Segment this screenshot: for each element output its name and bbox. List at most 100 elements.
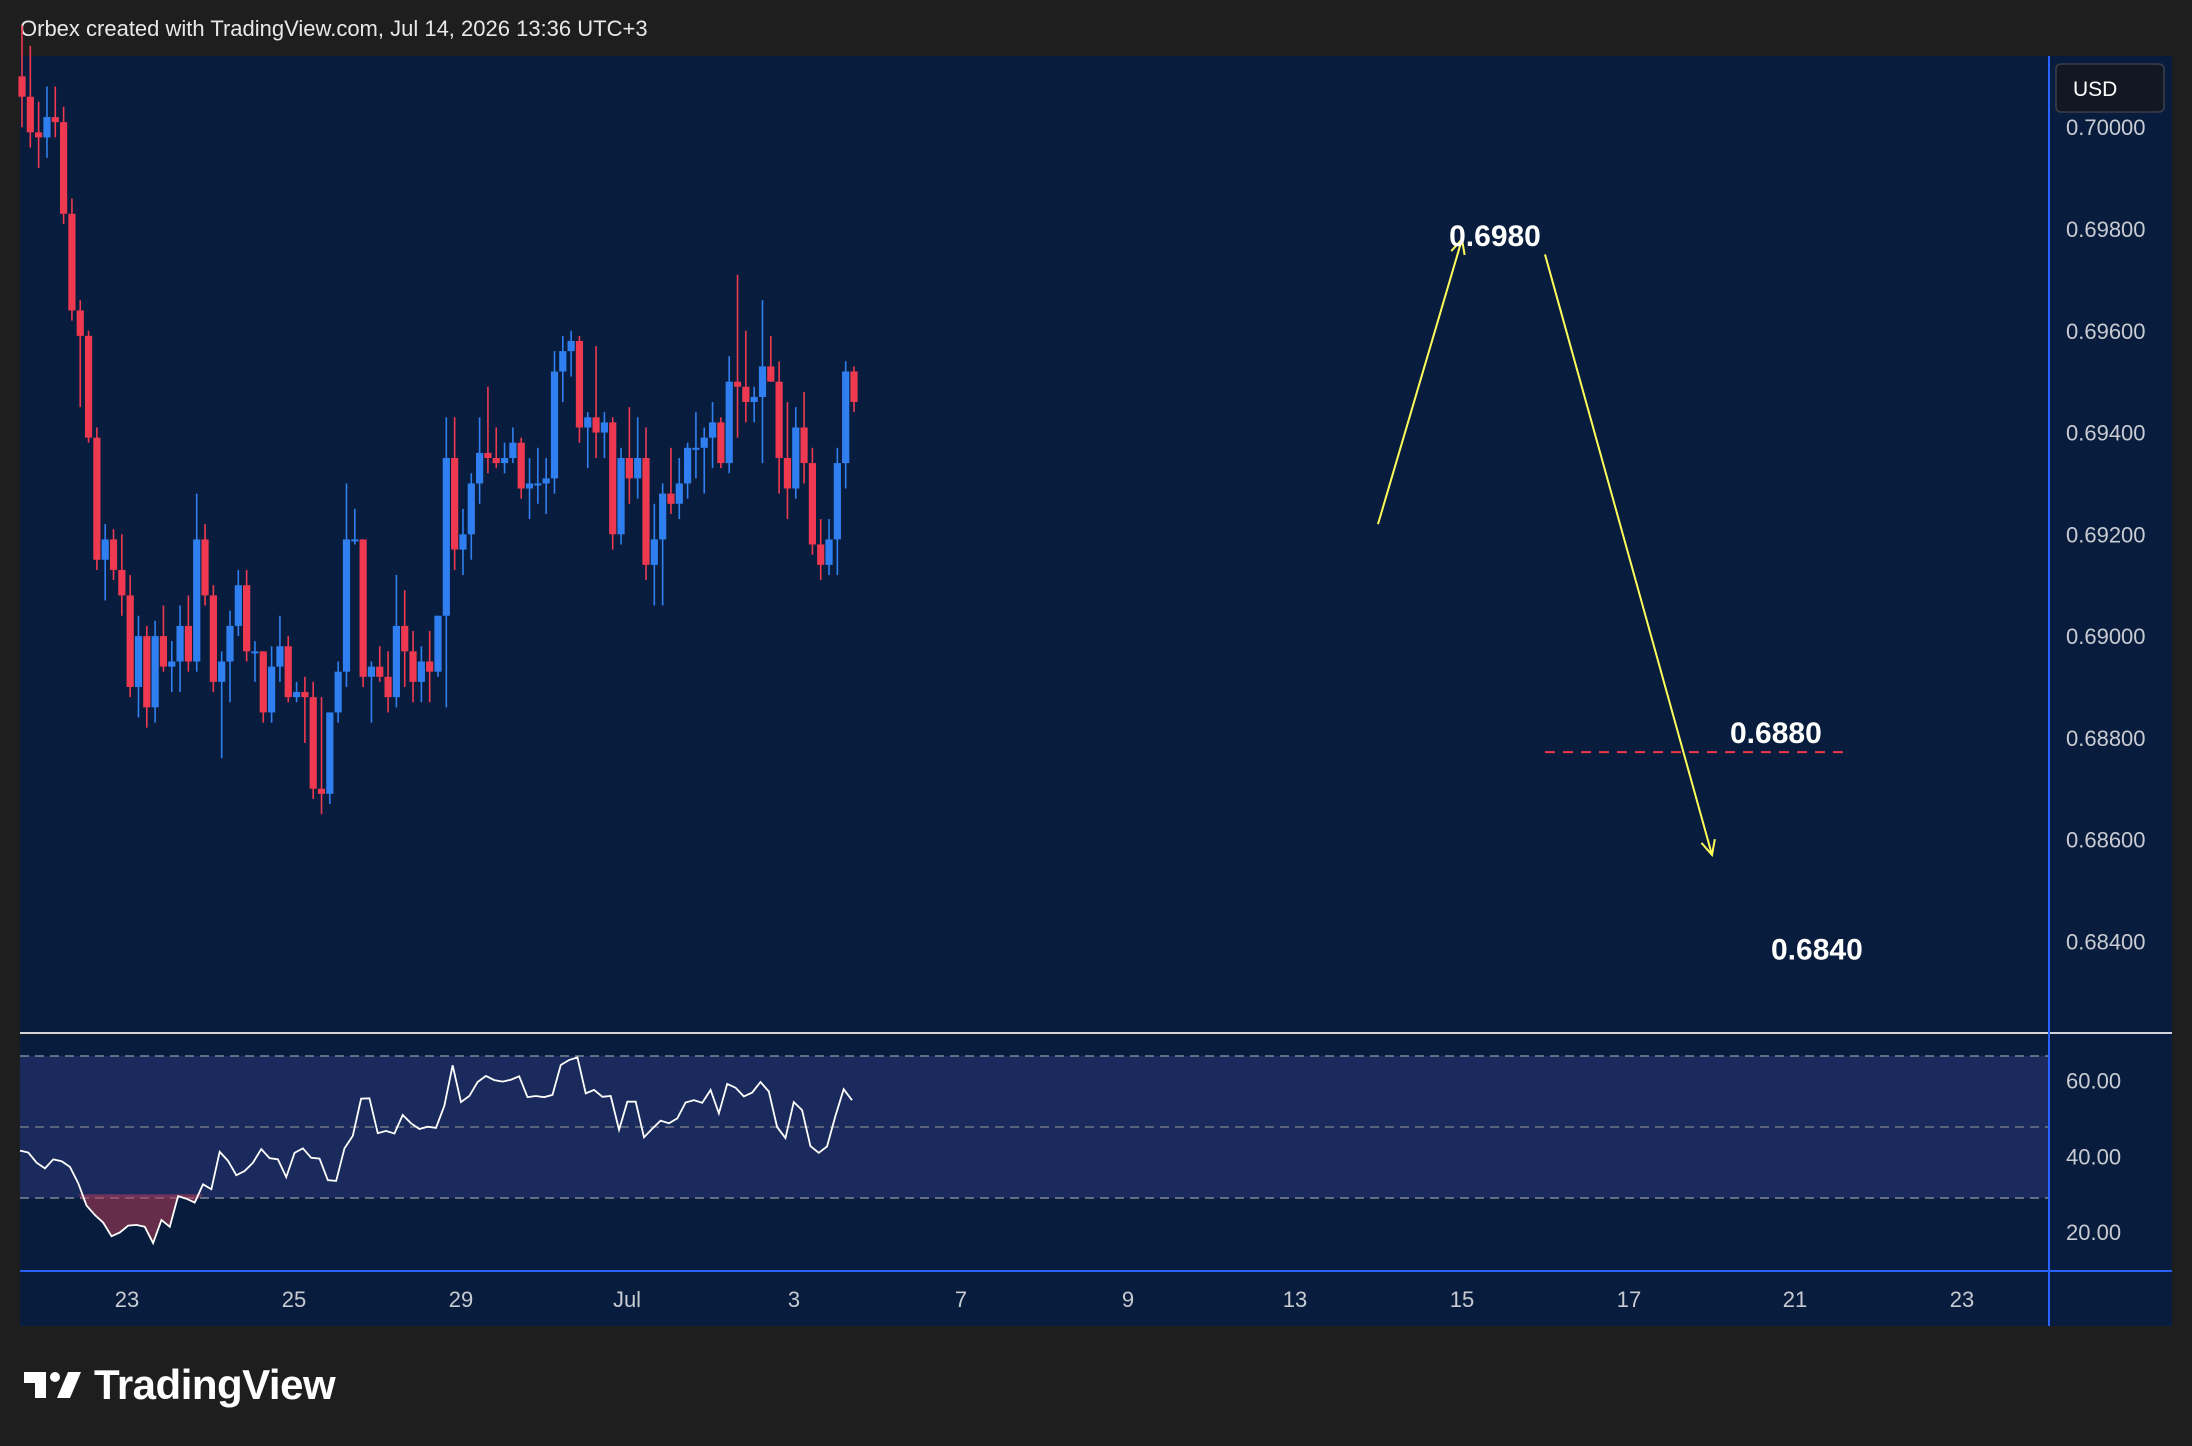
candle-body (409, 651, 417, 682)
rsi-tick-label: 20.00 (2066, 1220, 2121, 1245)
label-0-6840[interactable]: 0.6840 (1771, 933, 1863, 966)
candle-body (434, 615, 442, 672)
time-tick-label: 29 (449, 1287, 473, 1312)
rsi-tick-label: 60.00 (2066, 1068, 2121, 1093)
candle-body (251, 651, 259, 654)
time-tick-label: 13 (1283, 1287, 1307, 1312)
candle-body (218, 661, 226, 682)
candle-body (817, 544, 825, 565)
price-tick-label: 0.69000 (2066, 624, 2146, 649)
chart-attribution: Orbex created with TradingView.com, Jul … (20, 16, 648, 41)
candle-body (609, 422, 617, 535)
candle-body (700, 437, 708, 448)
price-tick-label: 0.69200 (2066, 522, 2146, 547)
candle-body (176, 625, 184, 662)
candle-body (392, 625, 400, 698)
candle-body (401, 625, 409, 652)
candle-body (109, 539, 118, 570)
time-tick-label: 25 (282, 1287, 306, 1312)
candles-layer (18, 25, 858, 815)
tradingview-logo-icon (24, 1372, 81, 1398)
candle-body (509, 442, 517, 458)
candle-body (733, 381, 742, 387)
candle-body (326, 712, 334, 794)
candle-body (684, 447, 692, 484)
candle-body (68, 213, 76, 311)
candle-body (342, 539, 351, 672)
candle-body (783, 457, 792, 489)
candle-body (542, 478, 550, 484)
candle-body (359, 539, 367, 677)
price-tick-label: 0.68600 (2066, 828, 2146, 853)
candle-body (742, 386, 750, 403)
rsi-line (19, 1056, 853, 1246)
candle-body (317, 788, 326, 794)
projection-down-arrowhead (1700, 838, 1716, 858)
brand-logo[interactable]: TradingView (24, 1360, 336, 1410)
candle-body (367, 666, 376, 677)
candle-body (284, 646, 292, 698)
currency-badge[interactable] (2055, 63, 2165, 113)
time-tick-label: 23 (115, 1287, 139, 1312)
time-axis[interactable] (20, 1272, 2172, 1326)
candle-body (276, 646, 284, 667)
candle-body (767, 366, 775, 382)
price-tick-label: 0.69400 (2066, 421, 2146, 446)
candle-body (808, 463, 816, 545)
candle-body (717, 422, 725, 464)
time-tick-label: 17 (1617, 1287, 1641, 1312)
currency-label: USD (2073, 78, 2117, 101)
candle-body (51, 117, 59, 123)
drawings-layer[interactable]: 0.6980 0.6880 0.6840 (1377, 220, 1863, 966)
time-tick-label: 23 (1950, 1287, 1974, 1312)
candle-body (442, 457, 450, 616)
price-tick-label: 0.68400 (2066, 929, 2146, 954)
time-tick-label: 21 (1783, 1287, 1807, 1312)
price-axis[interactable] (2050, 56, 2172, 1270)
candle-body (825, 539, 833, 565)
candle-body (151, 636, 159, 708)
projection-down-line[interactable] (1544, 254, 1713, 856)
main-plot-area[interactable] (20, 56, 2048, 1033)
label-0-6980[interactable]: 0.6980 (1449, 220, 1541, 253)
candle-body (617, 457, 625, 535)
label-0-6880[interactable]: 0.6880 (1730, 717, 1822, 750)
time-tick-label: 7 (955, 1287, 967, 1312)
candle-body (492, 457, 500, 464)
candle-body (35, 132, 43, 138)
candle-body (43, 117, 51, 138)
candle-body (417, 661, 425, 682)
candle-body (334, 671, 342, 713)
candle-body (476, 452, 484, 484)
candle-body (376, 666, 384, 677)
candle-body (517, 442, 525, 489)
time-tick-label: 3 (788, 1287, 800, 1312)
candle-body (833, 463, 841, 540)
candle-body (467, 483, 475, 535)
candle-body (426, 661, 434, 672)
candle-body (26, 96, 34, 133)
candle-body (243, 585, 251, 652)
candle-body (159, 636, 168, 667)
price-tick-label: 0.68800 (2066, 726, 2146, 751)
candle-body (209, 595, 217, 682)
candle-body (775, 381, 783, 458)
projection-up-line[interactable] (1377, 238, 1463, 525)
candle-body (800, 427, 808, 464)
candle-body (351, 539, 359, 542)
candle-body (500, 457, 509, 464)
candle-body (559, 351, 567, 372)
candle-body (692, 447, 700, 450)
candle-body (534, 483, 542, 486)
candle-body (234, 585, 242, 626)
candle-body (625, 457, 633, 479)
candle-body (84, 335, 93, 438)
candle-body (184, 625, 192, 662)
rsi-tick-label: 40.00 (2066, 1144, 2121, 1169)
candle-body (126, 595, 134, 687)
candle-body (650, 539, 658, 565)
candle-body (750, 396, 758, 403)
candle-body (292, 692, 301, 698)
candle-body (18, 76, 26, 97)
